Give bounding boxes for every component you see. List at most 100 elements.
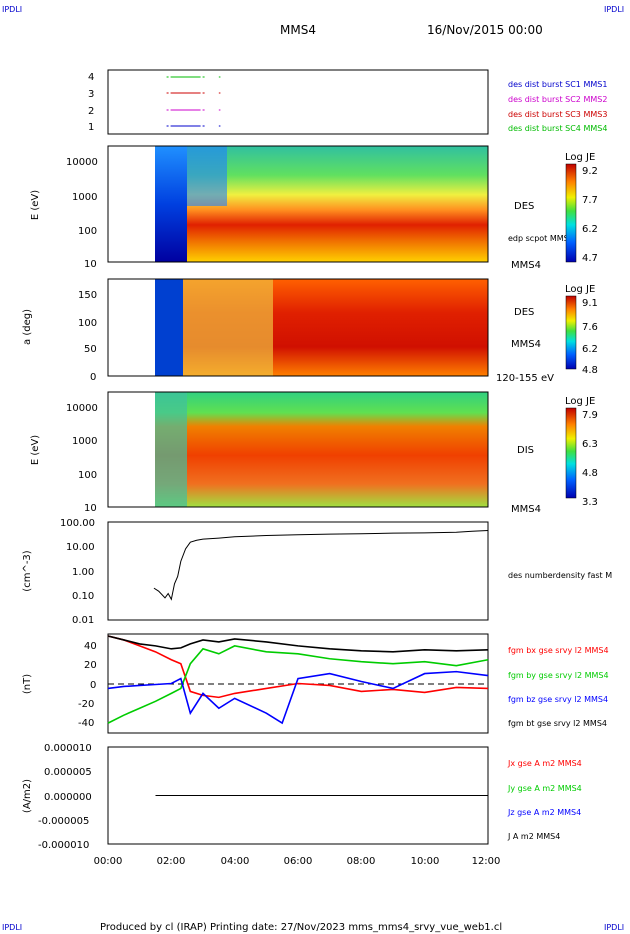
panel-burst: 4 3 2 1 des dist burst SC1 MMS1 des dist… — [88, 69, 607, 135]
header-date: 16/Nov/2015 00:00 — [427, 23, 543, 37]
des-pitch-ylabel: a (deg) — [22, 309, 33, 345]
time-tick-5: 10:00 — [411, 856, 440, 867]
dis-energy-colorbar-title: Log JE — [565, 396, 595, 407]
time-tick-6: 12:00 — [472, 856, 501, 867]
des-pitch-early-region — [155, 279, 183, 376]
des-energy-ytick-1000: 1000 — [72, 192, 97, 203]
des-energy-ylabel: E (eV) — [30, 190, 41, 220]
corner-label-tr: IPDLI — [604, 5, 624, 14]
bfield-ytick-m20: -20 — [78, 699, 94, 710]
des-energy-ytick-10000: 10000 — [66, 157, 98, 168]
panel-des-pitch: a (deg) 150 100 50 0 DES MMS4 120-155 eV… — [22, 278, 598, 384]
des-energy-blue-band — [187, 146, 227, 206]
bfield-lines — [107, 635, 489, 725]
des-pitch-ytick-100: 100 — [78, 318, 97, 329]
density-ytick-0.01: 0.01 — [72, 615, 94, 626]
des-pitch-colorbar-title: Log JE — [565, 284, 595, 295]
time-tick-1: 02:00 — [157, 856, 186, 867]
panel-burst-frame — [107, 69, 489, 135]
time-tick-0: 00:00 — [94, 856, 123, 867]
burst-legend-2: des dist burst SC2 MMS2 — [508, 95, 607, 104]
bfield-ytick-m40: -40 — [78, 718, 94, 729]
des-pitch-cb-tick-2: 6.2 — [582, 344, 598, 355]
current-ytick-3: -0.000005 — [38, 816, 89, 827]
density-lines — [153, 529, 489, 601]
des-energy-cb-tick-1: 7.7 — [582, 195, 598, 206]
dis-energy-cb-tick-1: 6.3 — [582, 439, 598, 450]
dis-energy-cb-tick-2: 4.8 — [582, 468, 598, 479]
density-ytick-1: 1.00 — [72, 567, 94, 578]
des-energy-cb-tick-0: 9.2 — [582, 166, 598, 177]
current-legend-jx: Jx gse A m2 MMS4 — [507, 759, 582, 768]
panel-dis-energy-frame — [107, 391, 489, 508]
panel-des-pitch-frame — [107, 278, 489, 377]
panel-density-frame — [107, 521, 489, 621]
dis-energy-ylabel: E (eV) — [30, 435, 41, 465]
des-energy-colorbar-title: Log JE — [565, 152, 595, 163]
bfield-legend-bx: fgm bx gse srvy l2 MMS4 — [508, 646, 609, 655]
dis-energy-early-region — [155, 392, 187, 507]
bfield-series-line-2 — [107, 670, 489, 725]
bfield-ytick-0: 0 — [90, 680, 96, 691]
dis-energy-cb-tick-0: 7.9 — [582, 410, 598, 421]
dis-energy-spectrum — [155, 392, 488, 507]
density-ytick-10: 10.00 — [66, 542, 95, 553]
current-ytick-1: 0.000005 — [44, 767, 92, 778]
des-pitch-colorbar — [565, 295, 577, 370]
corner-label-tl: IPDLI — [2, 5, 22, 14]
panel-des-energy-frame — [107, 145, 489, 263]
des-pitch-transition-region — [183, 279, 273, 376]
burst-legend-4: des dist burst SC4 MMS4 — [508, 124, 607, 133]
time-tick-3: 06:00 — [284, 856, 313, 867]
dis-energy-right-label: DIS — [517, 445, 534, 456]
density-ytick-100: 100.00 — [60, 518, 95, 529]
bfield-ylabel: (nT) — [22, 674, 33, 694]
dis-energy-sc-label: MMS4 — [511, 504, 541, 515]
bfield-series-line-0 — [107, 635, 489, 699]
burst-legend-3: des dist burst SC3 MMS3 — [508, 110, 607, 119]
burst-legend-1: des dist burst SC1 MMS1 — [508, 80, 607, 89]
des-pitch-ytick-150: 150 — [78, 290, 97, 301]
density-legend: des numberdensity fast M — [508, 571, 612, 580]
burst-ytick-3: 3 — [88, 89, 94, 100]
bfield-legend-by: fgm by gse srvy l2 MMS4 — [508, 671, 609, 680]
des-pitch-ytick-0: 0 — [90, 372, 96, 383]
time-tick-4: 08:00 — [347, 856, 376, 867]
header-spacecraft: MMS4 — [280, 23, 316, 37]
panel-magnetic-field: (nT) 40 20 0 -20 -40 fgm bx gse srvy l2 … — [22, 633, 609, 734]
time-tick-2: 04:00 — [221, 856, 250, 867]
des-pitch-cb-tick-0: 9.1 — [582, 298, 598, 309]
panel-density: (cm^-3) 100.00 10.00 1.00 0.10 0.01 des … — [22, 518, 612, 626]
footer-credit: Produced by cl (IRAP) Printing date: 27/… — [100, 922, 502, 933]
bfield-legend-bt: fgm bt gse srvy l2 MMS4 — [508, 719, 607, 728]
burst-ytick-4: 4 — [88, 72, 94, 83]
des-pitch-energy-label: 120-155 eV — [496, 373, 554, 384]
panel-current-density: (A/m2) 0.000010 0.000005 0.000000 -0.000… — [22, 743, 582, 851]
des-energy-ytick-100: 100 — [78, 226, 97, 237]
des-pitch-cb-tick-1: 7.6 — [582, 322, 598, 333]
corner-label-br: IPDLI — [604, 923, 624, 932]
bfield-ytick-40: 40 — [84, 641, 97, 652]
dis-energy-ytick-10000: 10000 — [66, 403, 98, 414]
des-energy-cb-tick-2: 6.2 — [582, 224, 598, 235]
time-axis: 00:00 02:00 04:00 06:00 08:00 10:00 12:0… — [94, 856, 501, 867]
des-energy-right-label: DES — [514, 201, 534, 212]
panel-des-energy: E (eV) 10000 1000 100 10 DES edp scpot M… — [30, 145, 598, 271]
current-legend-jz: Jz gse A m2 MMS4 — [507, 808, 581, 817]
bfield-series-line-1 — [107, 645, 489, 724]
des-energy-early-region — [155, 146, 187, 262]
dis-energy-ytick-100: 100 — [78, 470, 97, 481]
bfield-ytick-20: 20 — [84, 660, 97, 671]
current-ylabel: (A/m2) — [22, 779, 33, 813]
des-energy-overlay-label: edp scpot MMS4 — [508, 234, 574, 243]
current-legend-jy: Jy gse A m2 MMS4 — [507, 784, 582, 793]
des-pitch-cb-tick-3: 4.8 — [582, 365, 598, 376]
des-energy-colorbar — [565, 163, 577, 263]
burst-lines — [166, 76, 221, 127]
dis-energy-ytick-1000: 1000 — [72, 436, 97, 447]
des-energy-ytick-10: 10 — [84, 259, 97, 270]
panel-dis-energy: E (eV) 10000 1000 100 10 DIS MMS4 Log JE… — [30, 391, 598, 515]
current-ytick-4: -0.000010 — [38, 840, 89, 851]
density-series-line — [153, 529, 489, 601]
